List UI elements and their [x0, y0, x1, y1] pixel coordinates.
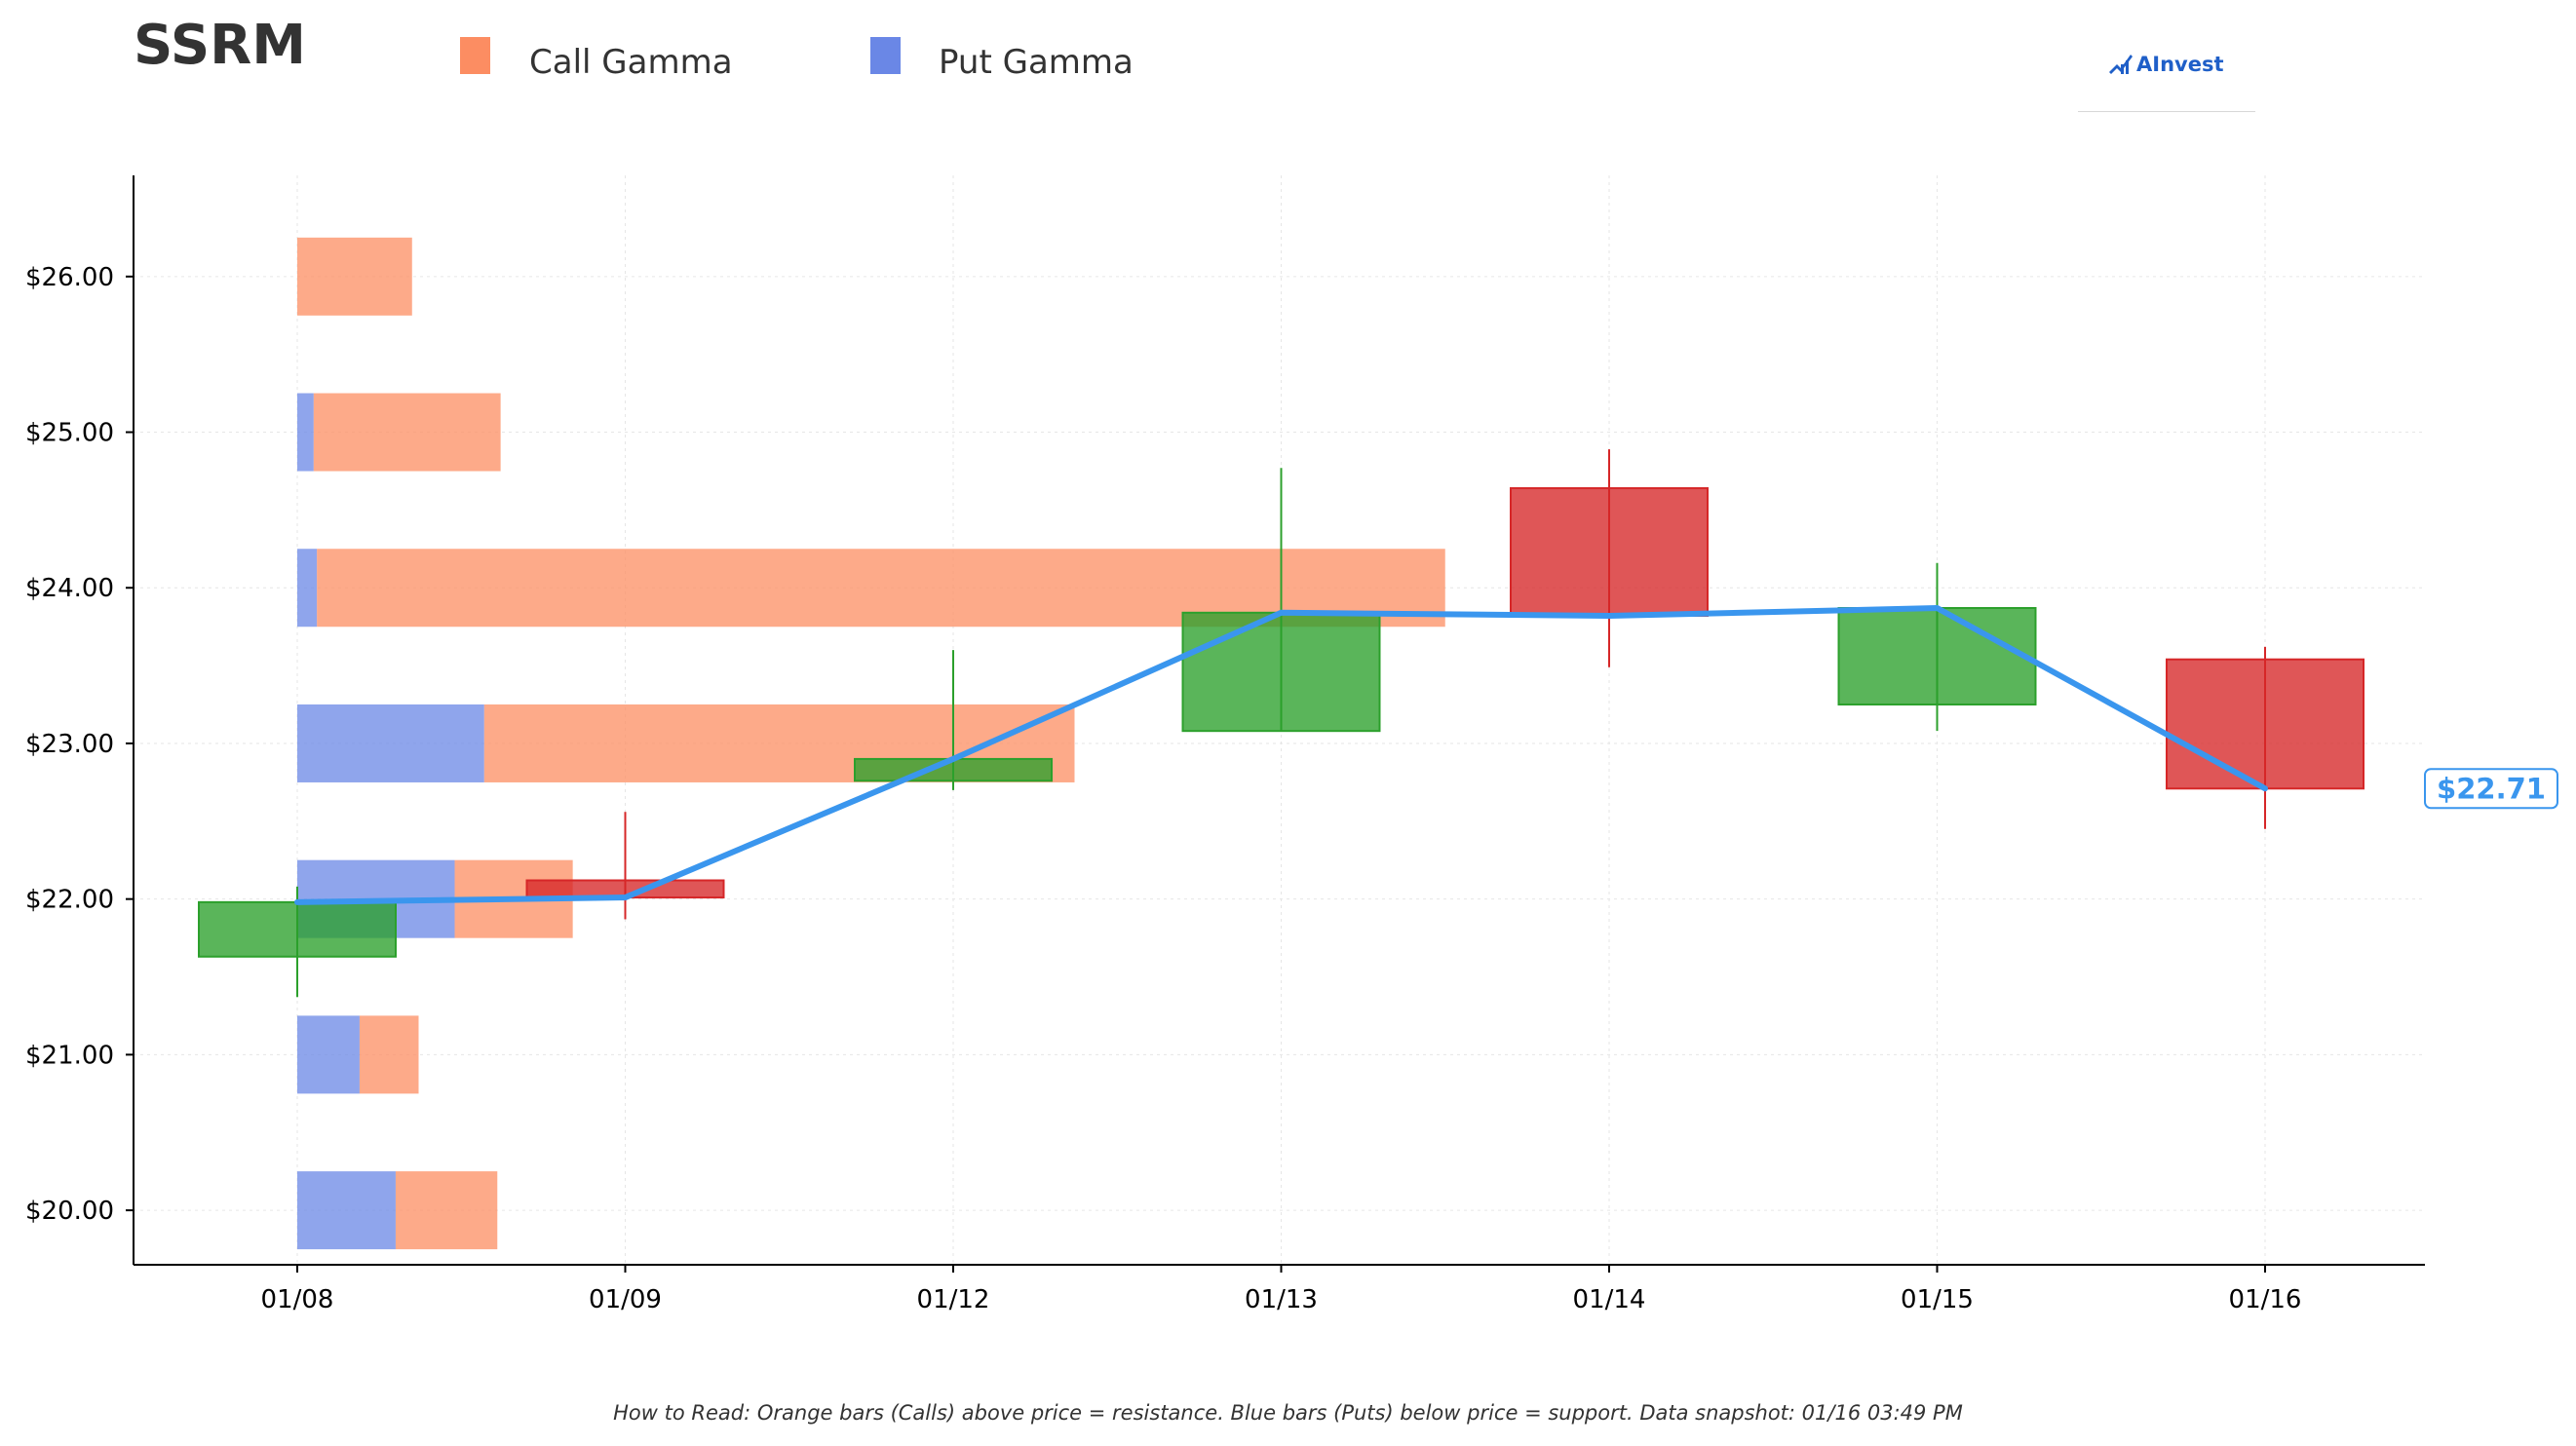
y-tick-label-5: $25.00 — [25, 419, 114, 448]
y-tick-label-1: $21.00 — [25, 1041, 114, 1070]
legend-label-call: Call Gamma — [529, 43, 733, 82]
footnote: How to Read: Orange bars (Calls) above p… — [613, 1401, 1963, 1425]
last-price-box — [2424, 768, 2558, 810]
y-tick-label-6: $26.00 — [25, 263, 114, 292]
chart-logo-icon — [2109, 55, 2133, 74]
put-gamma-bar-4 — [297, 549, 318, 628]
x-tick-label-5: 01/15 — [1901, 1285, 1974, 1314]
x-tick-label-4: 01/14 — [1573, 1285, 1646, 1314]
y-tick-label-2: $22.00 — [25, 886, 114, 915]
x-tick-label-2: 01/12 — [917, 1285, 990, 1314]
x-tick-label-6: 01/16 — [2229, 1285, 2302, 1314]
x-tick-label-1: 01/09 — [589, 1285, 662, 1314]
y-tick-label-3: $23.00 — [25, 730, 114, 759]
call-gamma-bar-5 — [313, 393, 501, 472]
candle-body-3 — [1181, 611, 1381, 733]
candlestick-gamma-chart: $20.00 $21.00 $22.00 $23.00 $24.00 $25.00 $26.… — [25, 175, 2558, 1314]
ainvest-logo — [2078, 47, 2253, 115]
candle-body-5 — [1837, 607, 2037, 706]
legend-label-put: Put Gamma — [939, 43, 1134, 82]
put-gamma-bar-1 — [297, 1015, 360, 1094]
y-tick-label-4: $24.00 — [25, 574, 114, 603]
call-gamma-bar-0 — [395, 1171, 498, 1250]
y-tick-label-0: $20.00 — [25, 1197, 114, 1226]
call-gamma-bar-6 — [297, 237, 412, 316]
candle-body-6 — [2166, 658, 2365, 790]
candle-body-0 — [198, 900, 397, 958]
ticker-title: SSRM — [134, 14, 306, 77]
logo-divider — [2078, 111, 2255, 112]
last-price-label: $22.71 — [2437, 772, 2546, 805]
put-gamma-bar-0 — [297, 1171, 396, 1250]
put-gamma-bar-5 — [297, 393, 314, 472]
legend-swatch-put — [870, 37, 901, 74]
close-price-line — [294, 605, 2268, 905]
x-tick-label-3: 01/13 — [1245, 1285, 1318, 1314]
logo-text: AInvest — [2136, 53, 2224, 76]
call-gamma-bar-1 — [359, 1015, 419, 1094]
legend-swatch-call — [460, 37, 490, 74]
candle-body-4 — [1510, 487, 1709, 617]
put-gamma-bar-3 — [297, 704, 484, 782]
candle-body-2 — [854, 757, 1053, 782]
x-tick-label-0: 01/08 — [261, 1285, 334, 1314]
